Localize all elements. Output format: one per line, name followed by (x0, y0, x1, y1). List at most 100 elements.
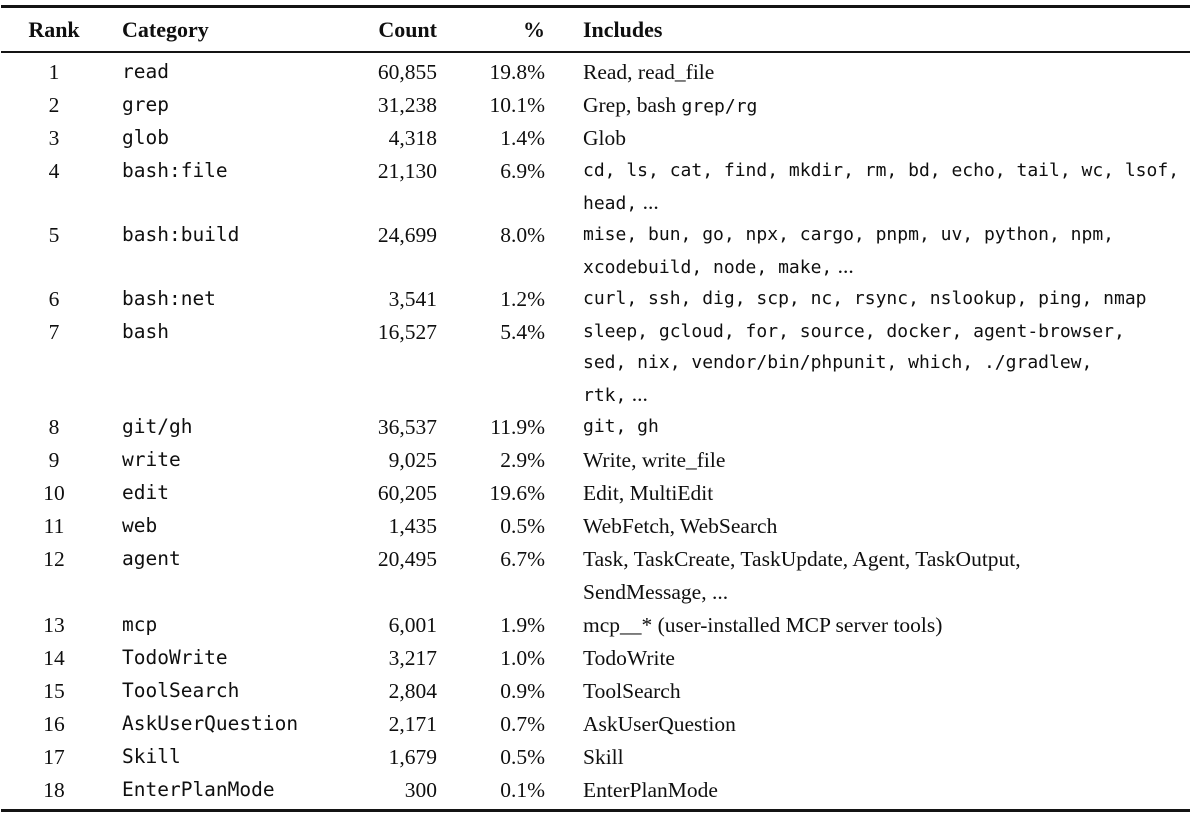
text-segment: 60,855 (377, 60, 437, 84)
category-cell: bash:net (84, 284, 362, 317)
text-segment: 300 (404, 778, 437, 802)
rank-cell: 3 (24, 123, 84, 156)
text-segment: glob (122, 126, 169, 149)
count-cell: 20,495 (362, 544, 437, 610)
rank-cell: 1 (24, 51, 84, 90)
text-segment: 10.1% (489, 93, 545, 117)
includes-cell: git, gh (545, 412, 1191, 445)
text-segment: WebFetch, WebSearch (583, 514, 778, 538)
text-segment: 16 (43, 712, 65, 736)
rank-cell: 6 (24, 284, 84, 317)
category-cell: TodoWrite (84, 643, 362, 676)
text-segment: Skill (583, 745, 624, 769)
text-segment: 5.4% (500, 320, 545, 344)
text-segment: 17 (43, 745, 65, 769)
table-row: 4 bash:file 21,130 6.9% cd, ls, cat, find, m… (24, 156, 1191, 220)
count-cell: 60,855 (362, 51, 437, 90)
rank-cell: 18 (24, 775, 84, 808)
category-cell: ToolSearch (84, 676, 362, 709)
text-segment: 3,541 (388, 287, 437, 311)
category-cell: write (84, 445, 362, 478)
text-segment: Skill (122, 745, 181, 768)
table-row: 3 glob 4,318 1.4% Glob (24, 123, 1191, 156)
text-segment: 6 (48, 287, 60, 311)
text-segment: write (122, 448, 181, 471)
includes-cell: Grep, bash grep/rg (545, 90, 1191, 123)
category-cell: read (84, 51, 362, 90)
text-segment: read (122, 60, 169, 83)
text-segment: 4,318 (388, 126, 437, 150)
text-segment: 9,025 (388, 448, 437, 472)
text-segment: 19.6% (489, 481, 545, 505)
text-segment: 0.9% (500, 679, 545, 703)
category-cell: agent (84, 544, 362, 610)
text-segment: Grep, bash (583, 93, 682, 117)
text-segment: bash:net (122, 287, 216, 310)
text-segment: Edit, MultiEdit (583, 481, 714, 505)
includes-cell: cd, ls, cat, find, mkdir, rm, bd, echo, … (545, 156, 1191, 220)
includes-cell: curl, ssh, dig, scp, nc, rsync, nslookup… (545, 284, 1191, 317)
category-cell: ExitPlanMode (84, 808, 362, 813)
percent-cell: 1.4% (437, 123, 545, 156)
tool-category-table: Rank Category Count % Includes 1 read 60,8… (24, 8, 1191, 813)
count-cell: 60,205 (362, 478, 437, 511)
text-segment: agent (122, 547, 181, 570)
text-segment: 15 (43, 679, 65, 703)
rank-cell: 16 (24, 709, 84, 742)
text-segment: mise, bun, go, npx, cargo, pnpm, uv, pyt… (583, 224, 1115, 245)
column-header-count: Count (378, 16, 437, 42)
text-segment: EnterPlanMode (583, 778, 718, 802)
rank-cell: 14 (24, 643, 84, 676)
percent-cell: 2.9% (437, 445, 545, 478)
text-segment: 7 (48, 320, 60, 344)
text-segment: 2 (48, 93, 60, 117)
text-segment: ... (832, 254, 854, 278)
text-segment: rtk, (583, 385, 627, 406)
text-segment: ... (637, 190, 659, 214)
text-segment: 60,205 (377, 481, 437, 505)
percent-cell: 0.9% (437, 676, 545, 709)
text-segment: 3 (48, 126, 60, 150)
text-segment: 1.0% (500, 646, 545, 670)
text-segment: 16,527 (377, 320, 437, 344)
table-row: 18 EnterPlanMode 300 0.1% EnterPlanMode (24, 775, 1191, 808)
count-cell: 36,537 (362, 412, 437, 445)
includes-cell: Task, TaskCreate, TaskUpdate, Agent, Tas… (545, 544, 1191, 610)
text-segment: git/gh (122, 415, 193, 438)
count-cell: 300 (362, 775, 437, 808)
table-row: 12 agent 20,495 6.7% Task, TaskCreate, TaskU… (24, 544, 1191, 610)
category-cell: bash (84, 317, 362, 412)
table-row: 19 ExitPlanMode 1,089 0.4% ExitPlanMode (24, 808, 1191, 813)
text-segment: 1.4% (500, 126, 545, 150)
includes-cell: Glob (545, 123, 1191, 156)
category-cell: grep (84, 90, 362, 123)
text-segment: ToolSearch (583, 679, 681, 703)
text-segment: 14 (43, 646, 65, 670)
table-row: 17 Skill 1,679 0.5% Skill (24, 742, 1191, 775)
text-segment: Task, TaskCreate, TaskUpdate, Agent, Tas… (583, 547, 1021, 571)
text-segment: 2,804 (388, 679, 437, 703)
text-segment: mcp__* (user-installed MCP server tools) (583, 613, 943, 637)
text-segment: bash (122, 320, 169, 343)
rank-cell: 12 (24, 544, 84, 610)
text-segment: 13 (43, 613, 65, 637)
category-cell: AskUserQuestion (84, 709, 362, 742)
text-segment: bash:build (122, 223, 240, 246)
percent-cell: 6.9% (437, 156, 545, 220)
table-row: 5 bash:build 24,699 8.0% mise, bun, go, npx,… (24, 220, 1191, 284)
percent-cell: 19.6% (437, 478, 545, 511)
table-row: 11 web 1,435 0.5% WebFetch, WebSearch (24, 511, 1191, 544)
category-cell: EnterPlanMode (84, 775, 362, 808)
percent-cell: 0.4% (437, 808, 545, 813)
text-segment: bash:file (122, 159, 228, 182)
column-header-category: Category (122, 16, 209, 42)
text-segment: 6.9% (500, 159, 545, 183)
rank-cell: 15 (24, 676, 84, 709)
table-row: 15 ToolSearch 2,804 0.9% ToolSearch (24, 676, 1191, 709)
table-header-row: Rank Category Count % Includes (24, 8, 1191, 51)
text-segment: 0.5% (500, 745, 545, 769)
text-segment: sed, nix, vendor/bin/phpunit, which, ./g… (583, 352, 1093, 373)
includes-cell: mise, bun, go, npx, cargo, pnpm, uv, pyt… (545, 220, 1191, 284)
text-segment: 1.9% (500, 613, 545, 637)
text-segment: EnterPlanMode (122, 778, 275, 801)
